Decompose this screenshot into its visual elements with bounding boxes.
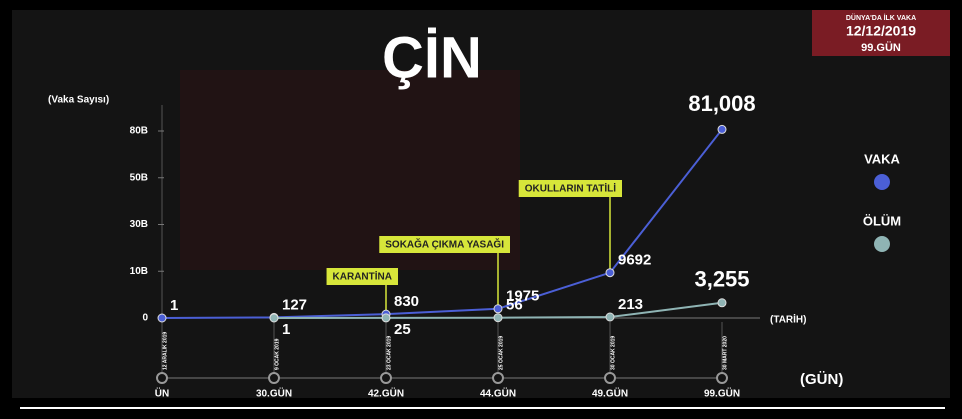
annotation: KARANTİNA: [326, 268, 398, 315]
annotation: SOKAĞA ÇIKMA YASAĞI: [379, 236, 510, 309]
y-tick-label: 80B: [130, 126, 148, 137]
x-tick-label: 99.GÜN: [704, 387, 740, 400]
data-label: 81,008: [688, 91, 755, 116]
data-point: [717, 298, 727, 308]
legend-label: VAKA: [864, 151, 900, 166]
data-label: 127: [282, 296, 307, 313]
data-point: [717, 124, 727, 134]
data-point: [493, 313, 503, 323]
data-label: 56: [506, 297, 523, 314]
date-label: 23 OCAK 2019: [386, 336, 392, 370]
data-point: [381, 313, 391, 323]
y-tick-label: 10B: [130, 266, 148, 277]
annotation-text: KARANTİNA: [333, 270, 392, 283]
y-tick-label: 0: [142, 313, 148, 324]
y-axis-label: (Vaka Sayısı): [48, 95, 109, 106]
date-label: 30 OCAK 2019: [610, 336, 616, 370]
day-marker: [156, 372, 168, 384]
x-tick-label: 44.GÜN: [480, 387, 516, 400]
info-box: [812, 10, 950, 56]
data-label: 1: [170, 297, 178, 314]
day-marker: [380, 372, 392, 384]
annotation-text: OKULLARIN TATİLİ: [525, 182, 617, 195]
data-label: 1: [282, 321, 290, 338]
data-point: [269, 313, 279, 323]
date-label: 12 ARALIK 2019: [162, 332, 168, 370]
info-line: 12/12/2019: [846, 23, 916, 39]
day-marker: [492, 372, 504, 384]
panel: [12, 10, 950, 398]
annotation-text: SOKAĞA ÇIKMA YASAĞI: [385, 238, 504, 251]
info-line: 99.GÜN: [861, 41, 901, 54]
day-marker: [604, 372, 616, 384]
data-point: [157, 313, 167, 323]
x-tick-label: 30.GÜN: [256, 387, 292, 400]
data-label: 3,255: [694, 267, 749, 292]
data-label: 25: [394, 321, 411, 338]
x-axis-label: (TARİH): [770, 313, 806, 326]
legend-marker: [874, 236, 890, 252]
annotation-box: [326, 268, 398, 285]
annotation: OKULLARIN TATİLİ: [518, 180, 622, 273]
y-tick-label: 30B: [130, 219, 148, 230]
x-tick-label: 42.GÜN: [368, 387, 404, 400]
data-label: 830: [394, 293, 419, 310]
x-tick-label: 49.GÜN: [592, 387, 628, 400]
data-point: [605, 268, 615, 278]
annotation-box: [518, 180, 622, 197]
date-label: 9 OCAK 2019: [274, 338, 280, 370]
legend-marker: [874, 174, 890, 190]
data-point: [493, 304, 503, 314]
data-label: 1975: [506, 288, 539, 305]
day-marker: [268, 372, 280, 384]
series-line: [161, 128, 723, 319]
date-label: 30 MART 2020: [722, 336, 728, 370]
data-label: 9692: [618, 252, 651, 269]
annotation-box: [379, 236, 510, 253]
info-line: DÜNYA'DA İLK VAKA: [846, 13, 916, 22]
legend-label: ÖLÜM: [863, 213, 901, 228]
x-tick-label: ÜN: [155, 387, 169, 400]
data-point: [605, 312, 615, 322]
day-marker: [716, 372, 728, 384]
data-label: 213: [618, 296, 643, 313]
x-axis-label: (GÜN): [800, 371, 843, 388]
y-tick-label: 50B: [130, 172, 148, 183]
date-label: 25 OCAK 2019: [498, 336, 504, 370]
chart-title: ÇİN: [382, 25, 482, 90]
